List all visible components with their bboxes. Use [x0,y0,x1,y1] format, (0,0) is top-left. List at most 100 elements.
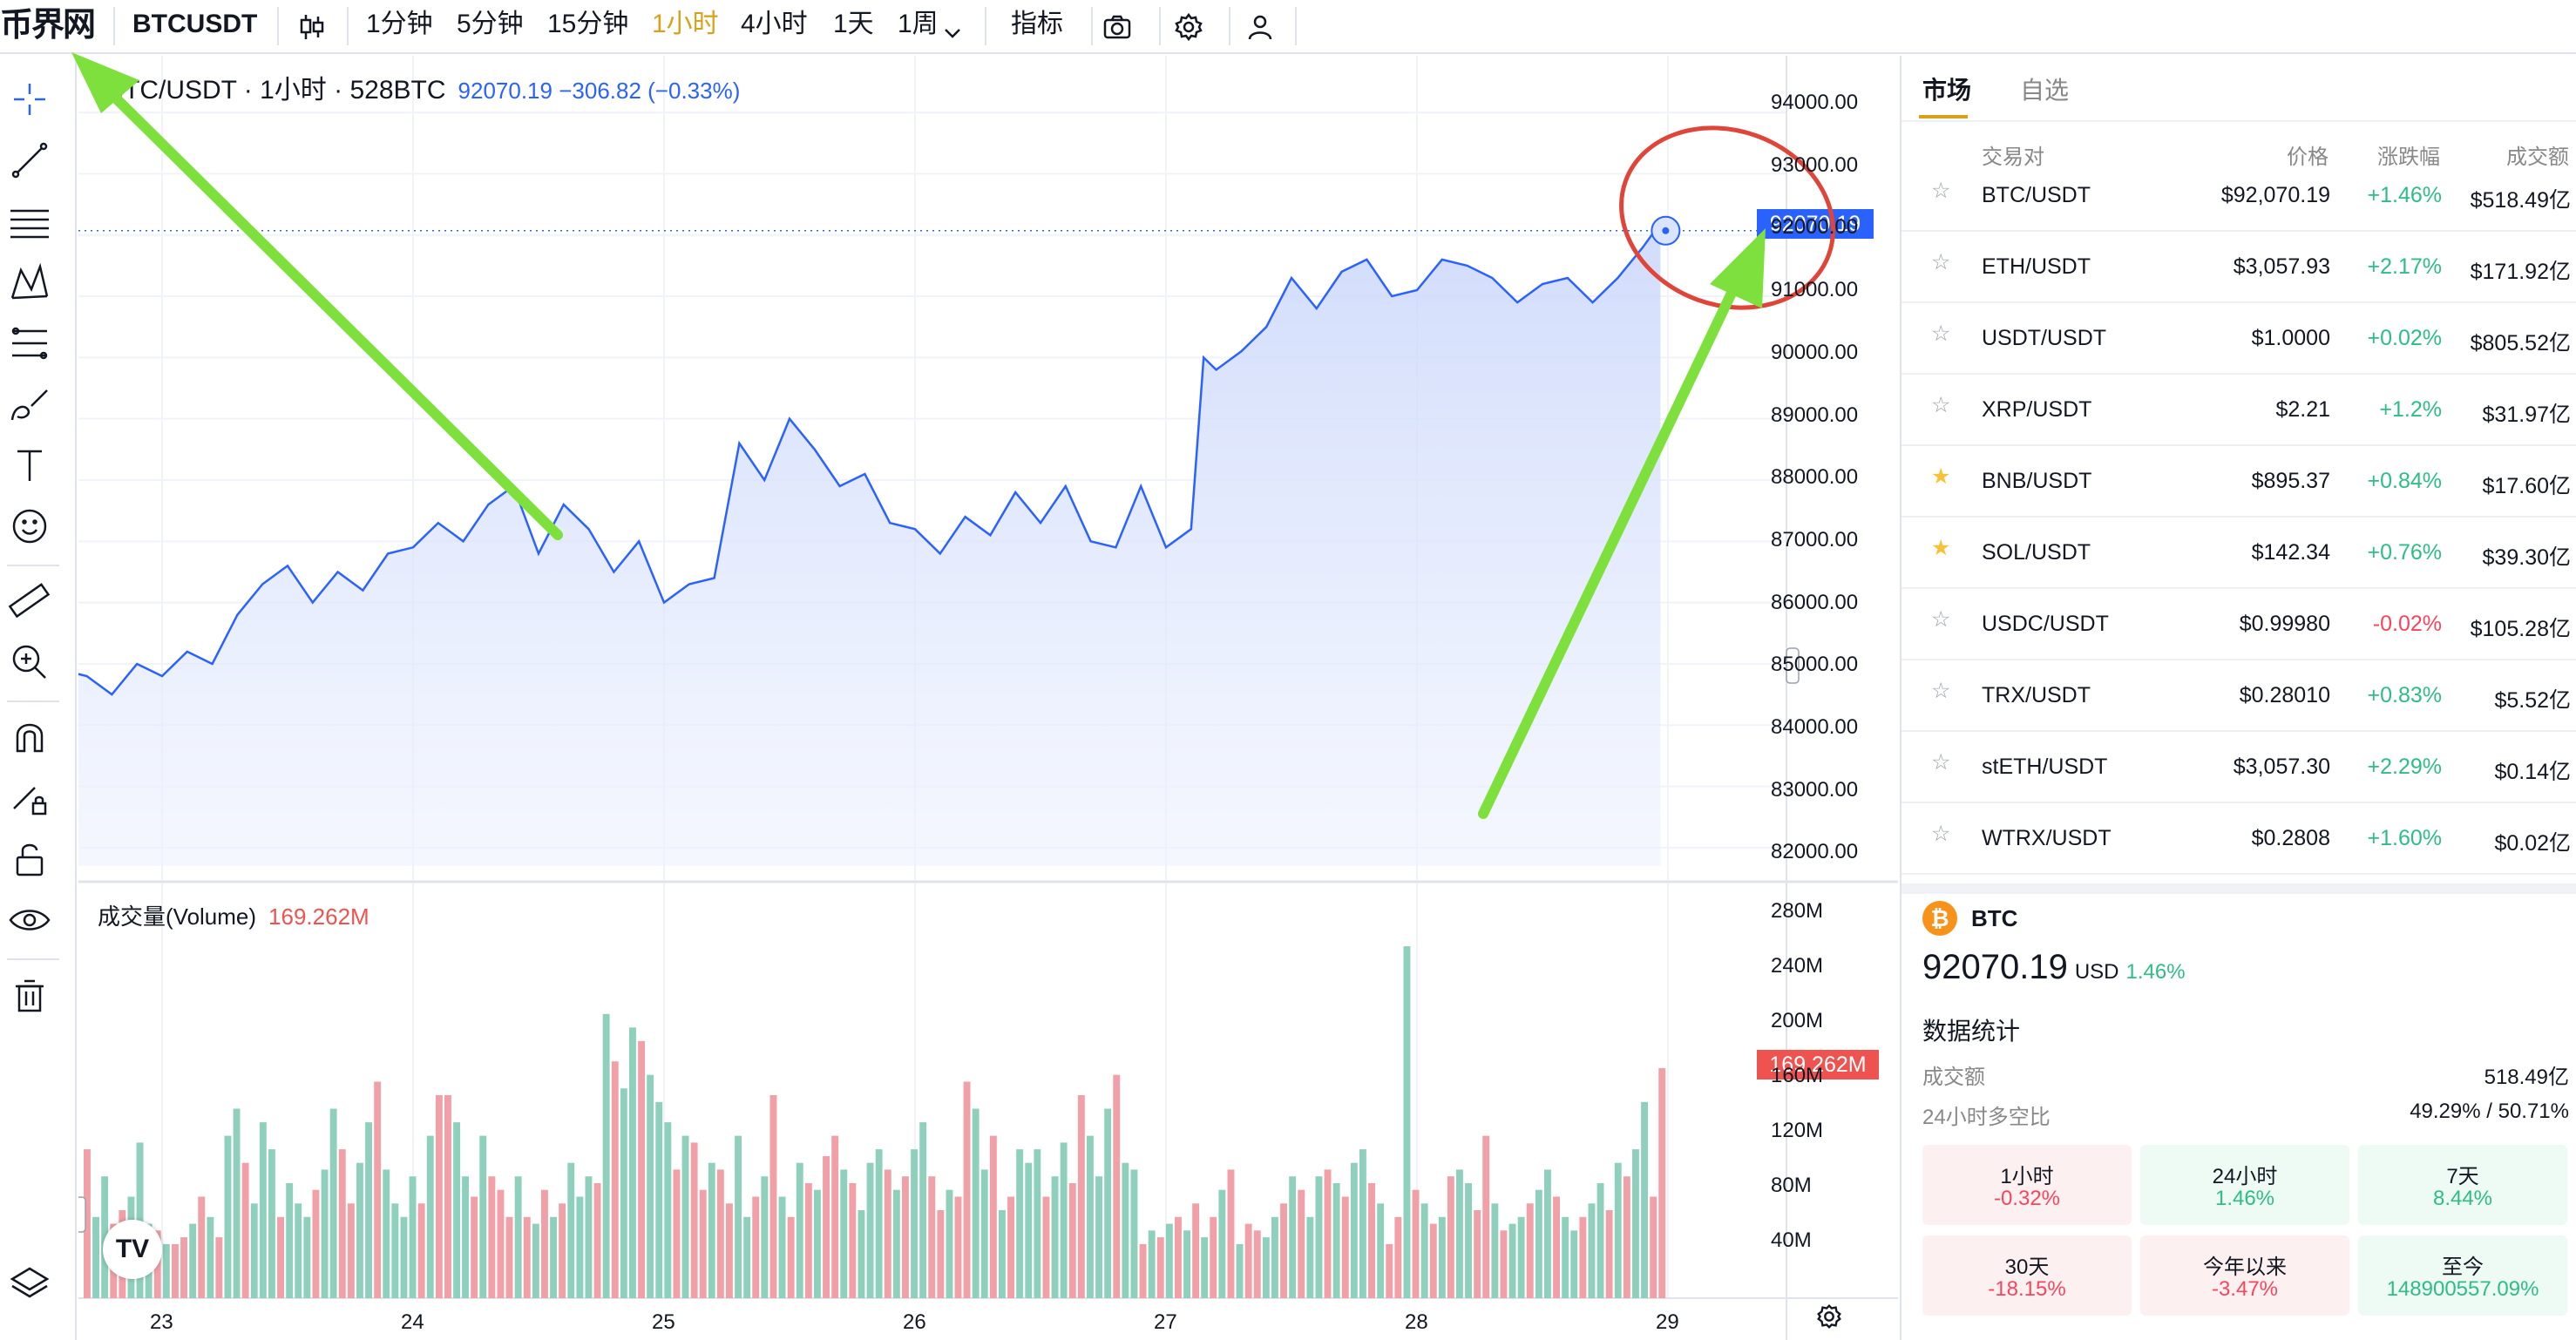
market-row[interactable]: ☆ USDC/USDT $0.99980 -0.02% $105.28亿 [1901,589,2576,660]
interval-1d[interactable]: 1天 [833,10,874,38]
price-line [78,221,1662,696]
star-icon[interactable]: ☆ [1931,750,1951,775]
gear-icon[interactable] [1173,10,1204,63]
interval-1h[interactable]: 1小时 [652,10,719,38]
star-icon[interactable]: ☆ [1931,607,1951,632]
ruler-icon[interactable] [5,577,54,626]
zoom-icon[interactable] [5,638,54,687]
header-price[interactable]: 价格 [2287,146,2329,169]
eye-icon[interactable] [5,896,54,944]
volume-bar [1341,1196,1349,1298]
volume-bar [1130,1169,1138,1298]
market-row[interactable]: ☆ ETH/USDT $3,057.93 +2.17% $171.92亿 [1901,232,2576,303]
btc-coin-icon: ₿ [1922,901,1957,936]
market-row[interactable]: ★ SOL/USDT $142.34 +0.76% $39.30亿 [1901,518,2576,589]
divider [7,958,59,960]
star-filled-icon[interactable]: ★ [1931,536,1951,560]
star-icon[interactable]: ☆ [1931,179,1951,203]
pair-change: +1.46% [2367,183,2443,207]
divider [1901,120,2576,122]
star-icon[interactable]: ☆ [1931,822,1951,846]
market-row[interactable]: ☆ TRX/USDT $0.28010 +0.83% $5.52亿 [1901,660,2576,732]
last-volume-tag: 169.262M [1757,1050,1879,1079]
interval-1w[interactable]: 1周 [898,10,939,38]
volume-bar [1042,1196,1050,1298]
text-icon[interactable] [5,441,54,490]
pair-price: $0.2808 [2251,826,2330,850]
header-change[interactable]: 涨跌幅 [2377,146,2440,169]
projection-icon[interactable] [5,319,54,368]
period-box: 30天 -18.15% [1922,1235,2132,1316]
trend-line-icon[interactable] [5,136,54,185]
tradingview-logo[interactable]: TV [103,1220,162,1279]
settings-icon[interactable] [1814,1302,1844,1336]
pair-volume: $17.60亿 [2482,474,2571,498]
interval-1m[interactable]: 1分钟 [366,10,433,38]
brush-icon[interactable] [5,380,54,429]
star-icon[interactable]: ☆ [1931,250,1951,274]
lock-pencil-icon[interactable] [5,774,54,822]
volume-bar [215,1237,223,1298]
market-row[interactable]: ☆ stETH/USDT $3,057.30 +2.29% $0.14亿 [1901,732,2576,803]
tab-market[interactable]: 市场 [1922,77,1972,104]
interval-5m[interactable]: 5分钟 [457,10,524,38]
star-filled-icon[interactable]: ★ [1931,464,1951,489]
user-icon[interactable] [1244,10,1276,63]
scroll-handle [1786,647,1800,684]
volume-bar [541,1189,548,1298]
candlestick-icon[interactable] [296,10,328,63]
volume-bar [1482,1135,1490,1298]
unlock-icon[interactable] [5,835,54,883]
volume-bar [1614,1162,1622,1298]
chart-area[interactable] [78,56,1898,1340]
volume-bar [1060,1142,1068,1298]
market-row[interactable]: ☆ USDT/USDT $1.0000 +0.02% $805.52亿 [1901,303,2576,375]
pair-price: $142.34 [2251,540,2330,565]
magnet-icon[interactable] [5,713,54,761]
market-row[interactable]: ★ BNB/USDT $895.37 +0.84% $17.60亿 [1901,446,2576,518]
chevron-down-icon[interactable] [941,12,964,64]
pair-volume: $0.02亿 [2494,831,2571,856]
star-icon[interactable]: ☆ [1931,679,1951,703]
interval-15m[interactable]: 15分钟 [547,10,629,38]
emoji-icon[interactable] [5,502,54,551]
header-pair[interactable]: 交易对 [1982,146,2044,169]
pair-price: $92,070.19 [2220,183,2330,207]
fib-icon[interactable] [5,197,54,246]
volume-bar [1025,1162,1033,1298]
camera-icon[interactable] [1102,10,1133,63]
volume-axis-label: 40M [1771,1228,1812,1252]
crosshair-icon[interactable] [5,75,54,124]
market-row[interactable]: ☆ BTC/USDT $92,070.19 +1.46% $518.49亿 [1901,160,2576,232]
volume-bar [593,1183,601,1298]
site-logo[interactable]: 币界网 [0,7,96,44]
volume-bar [1403,946,1411,1298]
pattern-icon[interactable] [5,258,54,307]
volume-bar [611,1061,619,1298]
symbol-button[interactable]: BTCUSDT [132,10,258,38]
star-icon[interactable]: ☆ [1931,321,1951,346]
price-chart[interactable] [78,56,1898,1340]
volume-bar [1271,1216,1278,1298]
pair-price: $3,057.30 [2233,755,2330,779]
interval-4h[interactable]: 4小时 [741,10,808,38]
pair-name: XRP/USDT [1982,397,2092,422]
layers-icon[interactable] [5,1258,54,1307]
volume-bar [1324,1169,1332,1298]
volume-bar [559,1203,566,1298]
header-volume[interactable]: 成交额 [2506,146,2569,169]
volume-bar [1438,1216,1446,1298]
market-row[interactable]: ☆ WTRX/USDT $0.2808 +1.60% $0.02亿 [1901,803,2576,875]
volume-bar [532,1223,539,1298]
period-box: 7天 8.44% [2358,1145,2567,1225]
tab-watchlist[interactable]: 自选 [2020,77,2070,104]
trash-icon[interactable] [5,971,54,1019]
market-row[interactable]: ☆ XRP/USDT $2.21 +1.2% $31.97亿 [1901,375,2576,446]
indicators-button[interactable]: 指标 [1011,10,1063,38]
volume-bar [655,1101,663,1298]
pair-price: $0.28010 [2239,683,2330,707]
period-box: 今年以来 -3.47% [2140,1235,2349,1316]
star-icon[interactable]: ☆ [1931,393,1951,417]
drawing-toolbar [0,56,77,1340]
divider [1295,7,1297,45]
